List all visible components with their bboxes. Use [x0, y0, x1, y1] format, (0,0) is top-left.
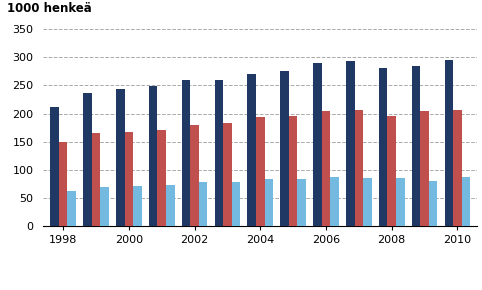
Bar — [158, 130, 166, 226]
Bar — [379, 68, 388, 226]
Bar — [297, 180, 306, 226]
Bar — [346, 61, 355, 226]
Bar — [313, 63, 322, 226]
Bar — [322, 111, 330, 226]
Bar — [92, 133, 100, 226]
Bar — [247, 73, 256, 226]
Bar — [388, 116, 396, 226]
Bar — [214, 80, 223, 226]
Bar — [232, 182, 240, 226]
Bar — [199, 182, 207, 226]
Bar — [330, 177, 339, 226]
Bar — [256, 117, 265, 226]
Bar — [182, 80, 190, 226]
Bar — [444, 60, 453, 226]
Bar — [116, 89, 124, 226]
Bar — [190, 125, 199, 226]
Bar — [133, 186, 142, 226]
Text: 1000 henkeä: 1000 henkeä — [6, 2, 91, 15]
Bar — [59, 142, 67, 226]
Bar — [453, 110, 462, 226]
Bar — [166, 185, 174, 226]
Bar — [67, 191, 76, 226]
Bar — [149, 86, 158, 226]
Bar — [50, 107, 59, 226]
Bar — [396, 178, 404, 226]
Bar — [265, 180, 273, 226]
Bar — [420, 111, 429, 226]
Bar — [355, 110, 363, 226]
Bar — [100, 187, 109, 226]
Bar — [412, 66, 420, 226]
Bar — [363, 178, 372, 226]
Bar — [223, 123, 232, 226]
Bar — [462, 177, 470, 226]
Bar — [83, 93, 92, 226]
Bar — [289, 116, 297, 226]
Bar — [124, 132, 133, 226]
Bar — [281, 71, 289, 226]
Bar — [429, 181, 438, 226]
